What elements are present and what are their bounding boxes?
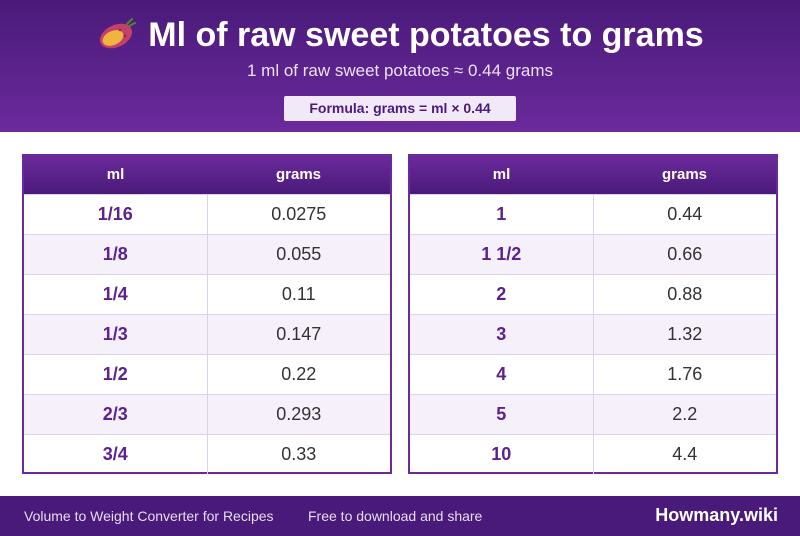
formula-badge: Formula: grams = ml × 0.44	[284, 96, 516, 121]
grams-cell: 0.0275	[271, 204, 327, 224]
ml-cell: 1/3	[24, 315, 208, 354]
table-row: 10 4.4	[410, 434, 776, 474]
table-row: 1 1/2 0.66	[410, 234, 776, 274]
sweet-potato-icon	[100, 18, 137, 49]
table-row: 1 0.44	[410, 194, 776, 234]
subtitle: 1 ml of raw sweet potatoes ≈ 0.44 grams	[246, 61, 554, 80]
ml-cell: 1/2	[24, 355, 208, 394]
grams-cell: 4.4	[672, 444, 698, 464]
ml-cell: 10	[410, 435, 594, 474]
ml-cell: 5	[410, 395, 594, 434]
table-row: 1/16 0.0275	[24, 194, 390, 234]
grams-cell: 0.22	[281, 364, 317, 384]
ml-cell: 3	[410, 315, 594, 354]
table-header: ml grams	[24, 156, 390, 194]
grams-cell: 1.32	[667, 324, 703, 344]
grams-cell: 0.88	[667, 284, 703, 304]
ml-cell: 1	[410, 195, 594, 234]
ml-cell: 2	[410, 275, 594, 314]
title-row: Ml of raw sweet potatoes to grams	[0, 14, 800, 56]
grams-cell: 0.11	[281, 284, 316, 304]
column-header-grams: grams	[275, 166, 322, 183]
grams-cell: 0.33	[281, 444, 317, 464]
table-row: 3/4 0.33	[24, 434, 390, 474]
footer-tagline: Free to download and share	[308, 508, 483, 524]
column-header-ml: ml	[106, 166, 125, 183]
table-row: 1/4 0.11	[24, 274, 390, 314]
ml-cell: 1/4	[24, 275, 208, 314]
grams-cell: 0.66	[667, 244, 703, 264]
table-row: 1/8 0.055	[24, 234, 390, 274]
footer: Volume to Weight Converter for Recipes F…	[0, 496, 800, 536]
grams-cell: 0.055	[276, 244, 322, 264]
table-header: ml grams	[410, 156, 776, 194]
ml-cell: 1/16	[24, 195, 208, 234]
grams-cell: 1.76	[667, 364, 703, 384]
ml-cell: 1/8	[24, 235, 208, 274]
page-title: Ml of raw sweet potatoes to grams	[148, 16, 704, 54]
table-row: 1/2 0.22	[24, 354, 390, 394]
table-row: 5 2.2	[410, 394, 776, 434]
column-header-grams: grams	[661, 166, 708, 183]
brand-link[interactable]: Howmany.wiki	[655, 505, 778, 525]
ml-cell: 2/3	[24, 395, 208, 434]
table-row: 2 0.88	[410, 274, 776, 314]
conversion-table-right: ml grams 1 0.44 1 1/2 0.66 2 0.88 3 1.32…	[408, 154, 778, 474]
ml-cell: 3/4	[24, 435, 208, 474]
grams-cell: 0.44	[667, 204, 703, 224]
table-row: 2/3 0.293	[24, 394, 390, 434]
header: Ml of raw sweet potatoes to grams 1 ml o…	[0, 0, 800, 132]
conversion-table-left: ml grams 1/16 0.0275 1/8 0.055 1/4 0.11 …	[22, 154, 392, 474]
ml-cell: 4	[410, 355, 594, 394]
grams-cell: 0.293	[276, 404, 322, 424]
grams-cell: 0.147	[276, 324, 322, 344]
table-row: 3 1.32	[410, 314, 776, 354]
table-row: 1/3 0.147	[24, 314, 390, 354]
ml-cell: 1 1/2	[410, 235, 594, 274]
grams-cell: 2.2	[672, 404, 698, 424]
table-row: 4 1.76	[410, 354, 776, 394]
footer-description: Volume to Weight Converter for Recipes	[24, 508, 274, 524]
column-header-ml: ml	[492, 166, 511, 183]
